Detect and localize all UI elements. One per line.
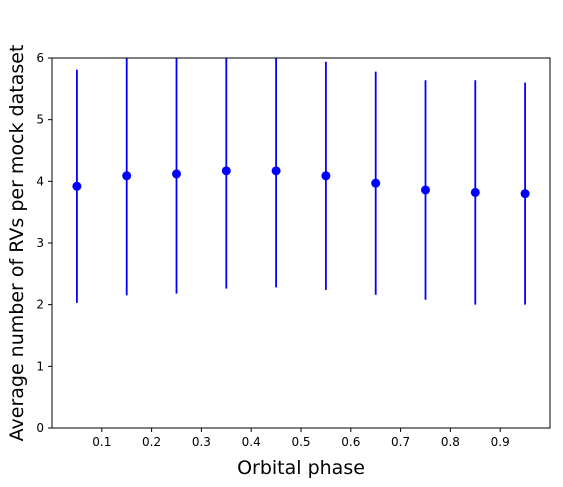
y-tick-label: 6 bbox=[36, 51, 44, 65]
x-tick-label: 0.7 bbox=[391, 435, 410, 449]
y-tick-label: 4 bbox=[36, 174, 44, 188]
data-point bbox=[520, 189, 530, 199]
y-tick-label: 2 bbox=[36, 298, 44, 312]
data-point bbox=[371, 178, 381, 188]
x-tick-label: 0.3 bbox=[192, 435, 211, 449]
y-tick-label: 5 bbox=[36, 113, 44, 127]
x-tick-label: 0.8 bbox=[441, 435, 460, 449]
data-point bbox=[221, 166, 231, 176]
data-point bbox=[321, 171, 331, 181]
plot-layer bbox=[72, 58, 530, 305]
data-point bbox=[72, 181, 82, 191]
data-point bbox=[172, 169, 181, 179]
y-tick-label: 0 bbox=[36, 421, 44, 435]
x-tick-label: 0.2 bbox=[142, 435, 161, 449]
y-axis-label: Average number of RVs per mock dataset bbox=[6, 45, 28, 442]
x-tick-label: 0.9 bbox=[491, 435, 510, 449]
y-tick-label: 1 bbox=[36, 359, 44, 373]
x-tick-label: 0.1 bbox=[92, 435, 111, 449]
data-point bbox=[122, 171, 132, 181]
x-tick-label: 0.6 bbox=[341, 435, 360, 449]
data-point bbox=[421, 185, 430, 195]
data-point bbox=[271, 166, 281, 176]
x-axis-label: Orbital phase bbox=[237, 457, 365, 479]
data-point bbox=[470, 187, 480, 197]
x-tick-label: 0.4 bbox=[242, 435, 261, 449]
x-tick-label: 0.5 bbox=[291, 435, 310, 449]
axis-layer: 0.1 0.2 0.3 0.4 0.5 0.6 0.7 0.8 0.9 0 1 2 3 4 5 6 bbox=[36, 51, 509, 449]
y-tick-label: 3 bbox=[36, 236, 44, 250]
